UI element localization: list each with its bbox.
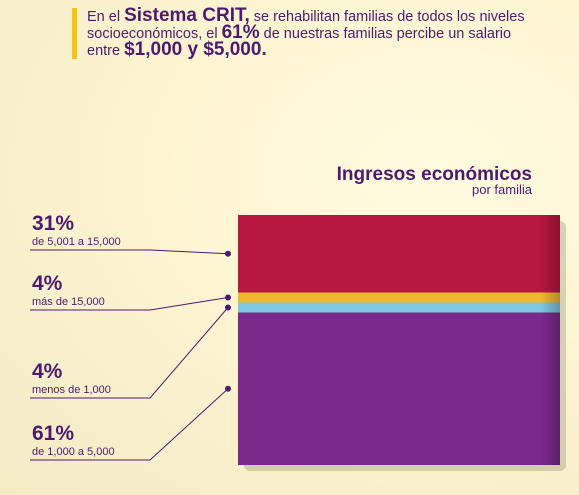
header-text: En el Sistema CRIT, se rehabilitan famil… xyxy=(72,5,527,60)
leader-dot xyxy=(225,385,231,392)
value-label: 4% xyxy=(32,272,63,295)
leader-line xyxy=(30,297,229,311)
leader-dot xyxy=(225,294,231,301)
header-strong: Sistema CRIT, xyxy=(124,5,250,26)
leader-line xyxy=(30,307,229,399)
bar-segment xyxy=(238,292,560,303)
bar-segment xyxy=(238,215,560,293)
header-strong: 61% xyxy=(221,22,260,43)
header-run: de nuestras familias percibe un salario … xyxy=(87,26,512,59)
value-label: 61% xyxy=(32,422,74,445)
legend-label: más de 15,000 xyxy=(32,296,105,308)
legend-label: menos de 1,000 xyxy=(32,384,111,396)
leader-dot xyxy=(225,304,231,311)
value-label: 4% xyxy=(32,360,63,383)
legend-label: de 1,000 a 5,000 xyxy=(32,446,115,458)
bar-segment xyxy=(238,312,560,465)
leader-line xyxy=(30,249,229,255)
legend-label: de 5,001 a 15,000 xyxy=(32,236,121,248)
chart-subtitle: por familia xyxy=(472,182,533,197)
bar-segment xyxy=(238,302,560,313)
chart-title: Ingresos económicos xyxy=(337,164,532,185)
header-run: En el xyxy=(87,9,125,25)
header-strong: $1,000 y $5,000. xyxy=(124,39,267,60)
bar-side-shade xyxy=(540,215,560,465)
header-run: se rehabilitan familias de todos los niv… xyxy=(87,9,525,42)
leader-dot xyxy=(225,250,231,257)
value-label: 31% xyxy=(32,212,74,235)
leader-line xyxy=(30,388,229,461)
